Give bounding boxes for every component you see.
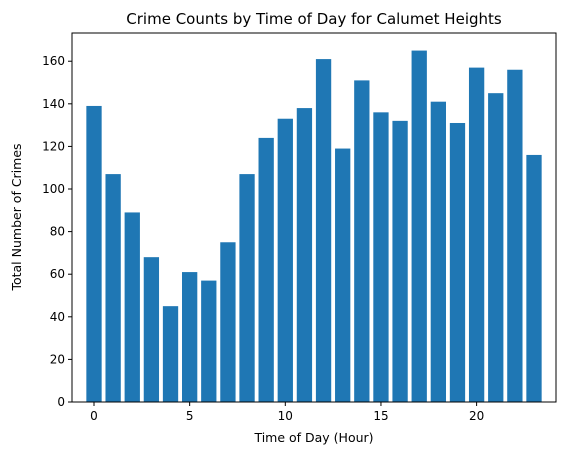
bar-hour-20 xyxy=(468,67,485,403)
plot-frame xyxy=(71,32,557,403)
chart-title: Crime Counts by Time of Day for Calumet … xyxy=(126,10,502,28)
y-tick-label: 160 xyxy=(42,54,65,68)
bar-hour-2 xyxy=(124,212,140,402)
x-tick-label: 0 xyxy=(90,409,98,423)
bar-hour-19 xyxy=(449,122,466,403)
y-tick-label: 140 xyxy=(42,97,65,111)
x-tick-label: 20 xyxy=(469,409,484,423)
bar-hour-0 xyxy=(86,105,102,402)
bar-hour-8 xyxy=(239,174,255,402)
x-tick-label: 15 xyxy=(373,409,388,423)
x-tick-label: 10 xyxy=(278,409,293,423)
y-tick-label: 0 xyxy=(57,395,65,409)
bar-hour-21 xyxy=(488,93,504,403)
x-tick-label: 5 xyxy=(186,409,194,423)
y-tick-label: 20 xyxy=(50,352,65,366)
bar-hour-1 xyxy=(105,174,121,402)
y-tick-label: 80 xyxy=(50,225,65,239)
bars-group xyxy=(86,50,542,403)
bar-hour-22 xyxy=(507,69,523,403)
bar-hour-17 xyxy=(411,50,427,402)
y-tick-label: 60 xyxy=(50,267,65,281)
bar-hour-16 xyxy=(392,120,408,403)
y-tick-label: 120 xyxy=(42,139,65,153)
y-axis-ticks: 0 20 40 60 80 100 120 140 160 xyxy=(42,54,72,409)
bar-hour-18 xyxy=(430,101,446,402)
y-tick-label: 100 xyxy=(42,182,65,196)
bar-hour-3 xyxy=(143,257,160,402)
x-axis-ticks: 0 5 10 15 20 xyxy=(90,402,484,423)
bar-hour-13 xyxy=(335,148,351,402)
bar-hour-12 xyxy=(315,59,332,403)
bar-hour-6 xyxy=(201,280,217,402)
bar-hour-23 xyxy=(526,154,542,402)
bar-hour-14 xyxy=(354,80,370,402)
bar-hour-11 xyxy=(296,108,313,402)
bar-hour-5 xyxy=(182,272,198,402)
bar-hour-10 xyxy=(277,118,293,402)
bar-hour-7 xyxy=(220,242,236,402)
y-tick-label: 40 xyxy=(50,310,65,324)
y-axis-label: Total Number of Crimes xyxy=(9,143,24,291)
bar-hour-4 xyxy=(162,306,179,402)
bar-hour-9 xyxy=(258,137,274,402)
x-axis-label: Time of Day (Hour) xyxy=(253,430,373,445)
bar-hour-15 xyxy=(373,112,389,402)
